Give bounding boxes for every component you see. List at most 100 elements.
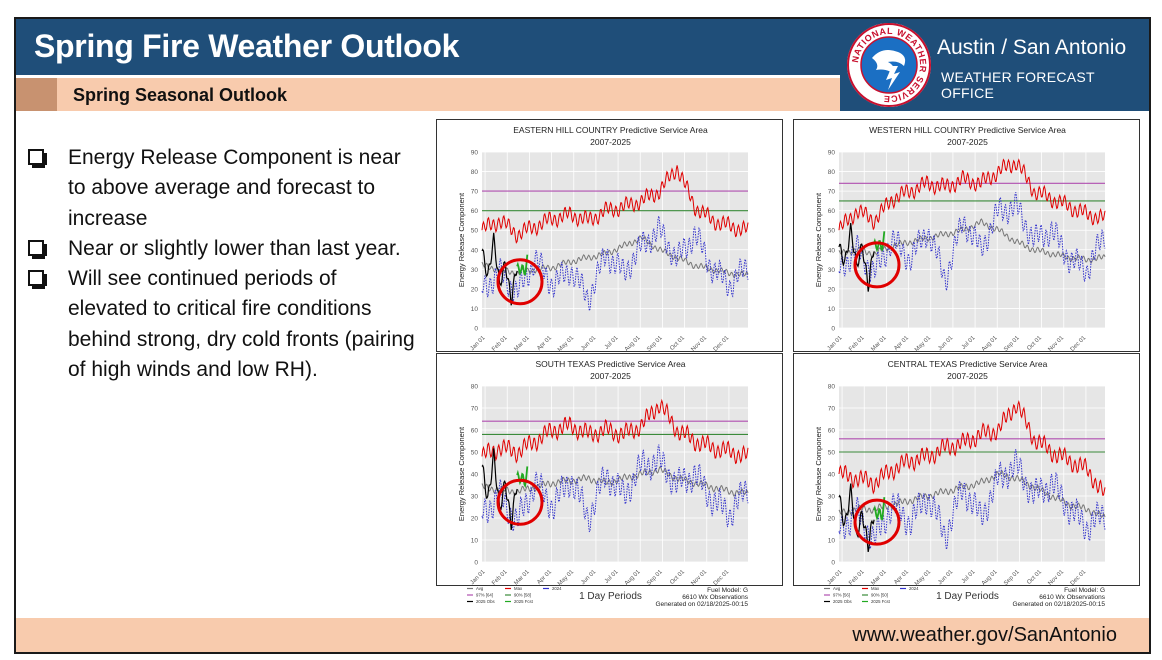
x-tick-label: Oct 01	[669, 335, 686, 352]
x-tick-label: Feb 01	[848, 569, 866, 587]
chart-panel-central-texas: CENTRAL TEXAS Predictive Service Area 200…	[793, 353, 1140, 608]
x-tick-label: Feb 01	[491, 569, 509, 587]
bullet-text: Energy Release Component is near to abov…	[68, 146, 401, 230]
y-tick-label: 0	[831, 560, 835, 567]
y-tick-label: 40	[828, 472, 836, 479]
x-tick-label: Aug 01	[624, 335, 642, 353]
erc-chart-south-texas: SOUTH TEXAS Predictive Service Area 2007-…	[457, 359, 749, 608]
legend-label: 2024	[552, 586, 562, 591]
bullet-item: Will see continued periods of elevated t…	[28, 264, 418, 385]
x-axis-label: 1 Day Periods	[579, 591, 642, 602]
office-name: Austin / San Antonio	[937, 36, 1127, 59]
x-tick-label: Oct 01	[1026, 335, 1043, 352]
y-tick-label: 40	[828, 247, 836, 254]
legend-label: Max	[514, 586, 523, 591]
y-axis-label: Energy Release Component	[814, 192, 823, 287]
x-tick-label: Sep 01	[1003, 569, 1021, 587]
x-tick-label: Jan 01	[827, 569, 844, 586]
y-tick-label: 60	[828, 428, 836, 435]
chart-subtitle: 2007-2025	[947, 371, 988, 381]
chart-panel-south-texas: SOUTH TEXAS Predictive Service Area 2007-…	[436, 353, 783, 608]
y-tick-label: 80	[828, 169, 836, 176]
y-tick-label: 10	[471, 306, 479, 313]
chart-title: SOUTH TEXAS Predictive Service Area	[535, 359, 685, 369]
y-axis-label: Energy Release Component	[457, 192, 466, 287]
y-tick-label: 90	[471, 150, 479, 157]
chart-footer-text: 6610 Wx Observations	[1039, 594, 1106, 601]
x-tick-label: Dec 01	[1070, 335, 1088, 353]
x-tick-label: Mar 01	[870, 569, 888, 587]
y-tick-label: 20	[828, 286, 836, 293]
highlight-circle	[853, 498, 901, 546]
chart-subtitle: 2007-2025	[590, 137, 631, 147]
y-tick-label: 10	[471, 538, 479, 545]
series-line-2024	[838, 449, 1106, 551]
y-tick-label: 60	[471, 208, 479, 215]
title-bar: Spring Fire Weather Outlook	[16, 19, 840, 75]
series-line-max	[481, 165, 749, 244]
x-tick-label: Jan 01	[827, 335, 844, 352]
x-tick-label: Nov 01	[1047, 335, 1065, 353]
series-line-max	[838, 399, 1106, 496]
legend-label: 2024	[909, 586, 919, 591]
x-tick-label: Nov 01	[1047, 569, 1065, 587]
x-tick-label: Apr 01	[536, 569, 553, 586]
series-line-2024	[481, 444, 749, 533]
series-line-2025-fcst	[516, 254, 529, 276]
x-tick-label: Aug 01	[981, 569, 999, 587]
page-title: Spring Fire Weather Outlook	[34, 28, 460, 64]
y-tick-label: 10	[828, 538, 836, 545]
bullet-text: Near or slightly lower than last year.	[68, 236, 401, 260]
bullet-item: Near or slightly lower than last year.	[28, 234, 418, 264]
x-tick-label: Jun 01	[580, 569, 597, 586]
checkbox-bullet-icon	[28, 149, 47, 168]
chart-footer-text: Fuel Model: G	[1064, 587, 1105, 594]
x-tick-label: Jan 01	[470, 335, 487, 352]
x-axis-label: 1 Day Periods	[936, 591, 999, 602]
legend-label: 90% [50]	[871, 593, 888, 598]
highlight-circle	[496, 258, 544, 306]
office-subtitle: WEATHER FORECAST OFFICE	[941, 69, 1095, 101]
series-line-2025-fcst	[516, 466, 529, 489]
x-tick-label: Jun 01	[937, 569, 954, 586]
chart-panel-western-hill-country: WESTERN HILL COUNTRY Predictive Service …	[793, 119, 1140, 353]
chart-footer-text: 6610 Wx Observations	[682, 594, 749, 601]
y-tick-label: 70	[471, 189, 479, 196]
x-tick-label: Aug 01	[981, 335, 999, 353]
highlight-circle	[853, 241, 901, 289]
checkbox-bullet-icon	[28, 239, 47, 259]
y-tick-label: 0	[474, 560, 478, 567]
chart-title: WESTERN HILL COUNTRY Predictive Service …	[869, 125, 1066, 135]
legend-label: 97% [64]	[476, 593, 493, 598]
series-line-2025-fcst	[873, 497, 886, 521]
footer-bar: www.weather.gov/SanAntonio	[16, 618, 1149, 652]
checkbox-bullet-icon	[28, 270, 47, 290]
x-tick-label: Mar 01	[513, 335, 531, 353]
x-tick-label: Aug 01	[624, 569, 642, 587]
y-tick-label: 50	[828, 450, 836, 457]
y-tick-label: 50	[471, 228, 479, 235]
bullet-text: Will see continued periods of elevated t…	[68, 267, 415, 382]
x-tick-label: Nov 01	[690, 335, 708, 353]
x-tick-label: May 01	[557, 335, 576, 353]
subtitle-bar: Spring Seasonal Outlook	[16, 78, 840, 111]
legend-label: 2025 Obs	[833, 599, 852, 604]
y-tick-label: 80	[828, 384, 836, 391]
x-tick-label: Sep 01	[646, 335, 664, 353]
x-tick-label: Jul 01	[604, 335, 620, 351]
y-tick-label: 50	[828, 228, 836, 235]
x-tick-label: Apr 01	[893, 335, 910, 352]
x-tick-label: Jun 01	[937, 335, 954, 352]
series-line-max	[838, 158, 1106, 231]
y-tick-label: 70	[828, 406, 836, 413]
footer-url: www.weather.gov/SanAntonio	[852, 624, 1117, 646]
y-axis-label: Energy Release Component	[814, 426, 823, 521]
chart-subtitle: 2007-2025	[590, 371, 631, 381]
highlight-circle	[496, 478, 544, 526]
x-tick-label: Sep 01	[1003, 335, 1021, 353]
section-subtitle: Spring Seasonal Outlook	[73, 85, 288, 105]
y-tick-label: 80	[471, 169, 479, 176]
y-tick-label: 20	[828, 516, 836, 523]
chart-footer-text: Generated on 02/18/2025-00:15	[1012, 601, 1105, 608]
y-tick-label: 10	[828, 306, 836, 313]
